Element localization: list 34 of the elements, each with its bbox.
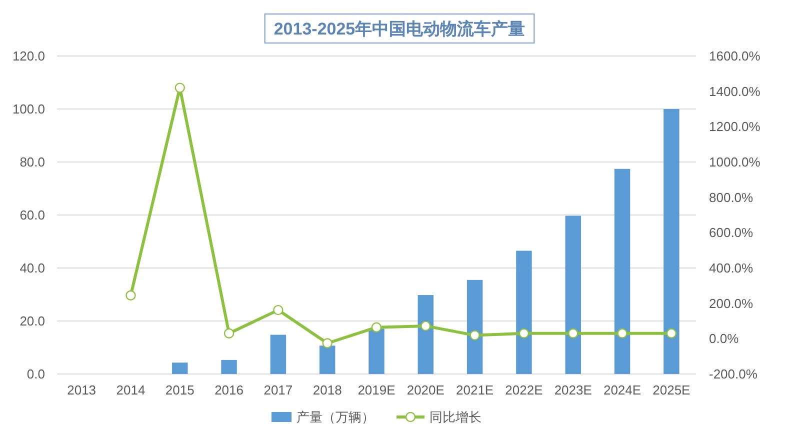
x-tick-label: 2017 — [264, 382, 293, 398]
y-tick-label: 0.0 — [26, 366, 45, 382]
y-tick-label: 80.0 — [20, 154, 45, 170]
x-tick-label: 2024E — [603, 382, 642, 398]
x-tick-label: 2018 — [312, 382, 342, 398]
y2-tick-label: 1000.0% — [709, 154, 761, 170]
y2-tick-label: 1200.0% — [709, 119, 761, 134]
y2-tick-label: 1600.0% — [709, 48, 761, 64]
x-tick-label: 2013 — [67, 382, 96, 398]
y-tick-label: 100.0 — [12, 102, 45, 116]
x-tick-label: 2019E — [358, 382, 396, 398]
x-tick-label: 2016 — [214, 382, 244, 398]
y2-tick-label: 0.0% — [709, 331, 740, 346]
y-tick-label: 60.0 — [20, 208, 45, 222]
y2-tick-label: 200.0% — [709, 296, 754, 311]
y2-tick-label: 400.0% — [709, 260, 754, 276]
x-tick-label: 2025E — [652, 382, 691, 398]
x-tick-label: 2015 — [165, 382, 194, 398]
y-tick-label: 120.0 — [12, 48, 45, 64]
y2-tick-label: 800.0% — [709, 190, 754, 205]
y2-tick-label: 600.0% — [709, 225, 754, 240]
legend-label: 产量（万辆） — [296, 410, 374, 424]
y2-tick-label: -200.0% — [709, 366, 758, 382]
x-tick-label: 2023E — [554, 382, 592, 398]
y-tick-label: 20.0 — [20, 314, 45, 328]
x-tick-label: 2020E — [406, 382, 445, 398]
y2-tick-label: 1400.0% — [709, 84, 761, 99]
legend: 产量（万辆） 同比增长 — [272, 410, 482, 424]
x-tick-label: 2014 — [116, 382, 146, 398]
y-tick-label: 40.0 — [20, 260, 45, 276]
legend-label: 同比增长 — [430, 410, 482, 424]
x-tick-label: 2022E — [505, 382, 544, 398]
chart-title: 2013-2025年中国电动物流车产量 — [274, 20, 526, 38]
x-tick-label: 2021E — [456, 382, 494, 398]
